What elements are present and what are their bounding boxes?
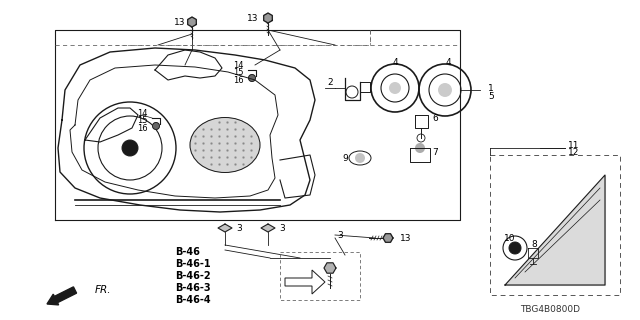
Circle shape bbox=[509, 242, 521, 254]
Text: B-46-3: B-46-3 bbox=[175, 283, 211, 293]
Text: 16: 16 bbox=[234, 76, 244, 84]
Text: TBG4B0800D: TBG4B0800D bbox=[520, 306, 580, 315]
Polygon shape bbox=[261, 224, 275, 232]
Text: 3: 3 bbox=[337, 230, 343, 239]
Text: 9: 9 bbox=[342, 154, 348, 163]
Text: 2: 2 bbox=[327, 77, 333, 86]
FancyArrow shape bbox=[47, 287, 77, 305]
Text: 4: 4 bbox=[392, 58, 398, 67]
Text: 13: 13 bbox=[173, 18, 185, 27]
Text: B-46-2: B-46-2 bbox=[175, 271, 211, 281]
Text: 13: 13 bbox=[400, 234, 412, 243]
Text: 14: 14 bbox=[138, 108, 148, 117]
Polygon shape bbox=[218, 224, 232, 232]
Polygon shape bbox=[505, 175, 605, 285]
Text: 7: 7 bbox=[432, 148, 438, 156]
Circle shape bbox=[248, 75, 255, 82]
Text: B-46: B-46 bbox=[175, 247, 200, 257]
Text: 16: 16 bbox=[138, 124, 148, 132]
Text: FR.: FR. bbox=[95, 285, 111, 295]
Circle shape bbox=[122, 140, 138, 156]
Ellipse shape bbox=[190, 117, 260, 172]
Text: 15: 15 bbox=[234, 68, 244, 76]
Text: 1: 1 bbox=[488, 84, 493, 92]
Polygon shape bbox=[383, 234, 393, 242]
Text: 13: 13 bbox=[246, 13, 258, 22]
Circle shape bbox=[415, 143, 425, 153]
Polygon shape bbox=[264, 13, 273, 23]
Text: 11: 11 bbox=[568, 140, 579, 149]
Polygon shape bbox=[324, 263, 336, 273]
Text: 12: 12 bbox=[568, 148, 579, 156]
Polygon shape bbox=[285, 270, 325, 294]
Text: 14: 14 bbox=[234, 60, 244, 69]
Text: 8: 8 bbox=[531, 239, 537, 249]
Text: 5: 5 bbox=[488, 92, 493, 100]
Circle shape bbox=[389, 82, 401, 94]
Circle shape bbox=[355, 153, 365, 163]
Text: B-46-1: B-46-1 bbox=[175, 259, 211, 269]
Text: 4: 4 bbox=[445, 58, 451, 67]
Polygon shape bbox=[188, 17, 196, 27]
Text: 3: 3 bbox=[236, 223, 242, 233]
Text: B-46-4: B-46-4 bbox=[175, 295, 211, 305]
Text: 15: 15 bbox=[138, 116, 148, 124]
Text: 3: 3 bbox=[279, 223, 285, 233]
Circle shape bbox=[152, 123, 159, 130]
Circle shape bbox=[438, 83, 452, 97]
Text: 10: 10 bbox=[504, 234, 516, 243]
Text: 6: 6 bbox=[432, 114, 438, 123]
